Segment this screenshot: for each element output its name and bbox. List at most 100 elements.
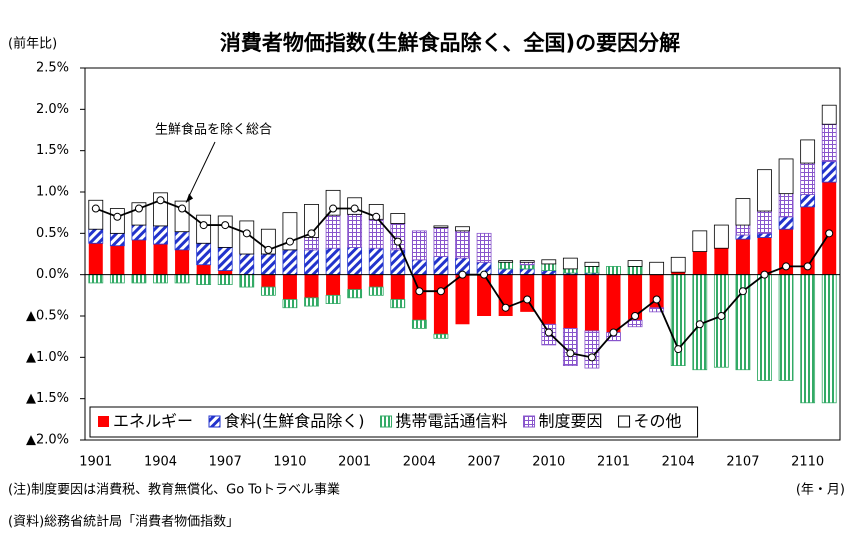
- bar-segment: [153, 274, 168, 284]
- bar-segment: [304, 297, 319, 307]
- line-point: [587, 353, 596, 362]
- bar-segment: [110, 245, 125, 275]
- bar-segment: [260, 286, 276, 296]
- bar-segment: [239, 253, 255, 276]
- line-point: [264, 245, 273, 254]
- bar-segment: [261, 274, 276, 288]
- bar-segment: [713, 274, 729, 368]
- line-point: [717, 312, 726, 320]
- bar-segment: [627, 319, 643, 328]
- bar-segment: [282, 299, 298, 309]
- arrow-head: [186, 193, 194, 203]
- bar-segment: [476, 232, 492, 263]
- x-tick-label: 2104: [662, 455, 695, 470]
- bar-segment: [304, 237, 319, 251]
- line-point: [199, 221, 208, 230]
- bar-segment: [757, 210, 772, 234]
- bar-segment: [800, 162, 816, 195]
- bar-segment: [109, 274, 125, 284]
- line-point: [329, 204, 338, 213]
- bar-segment: [131, 239, 146, 275]
- bar-segment: [627, 265, 643, 276]
- bar-segment: [218, 270, 233, 275]
- line-point: [544, 328, 553, 337]
- line-point: [523, 295, 532, 304]
- line-point: [825, 229, 834, 238]
- bar-segment: [584, 261, 600, 267]
- line-point: [221, 221, 230, 230]
- bar-segment: [821, 123, 837, 162]
- x-tick-label: 1907: [209, 455, 242, 470]
- bar-segment: [519, 268, 535, 276]
- bar-segment: [649, 307, 665, 313]
- legend-label: 食料(生鮮食品除く): [224, 412, 365, 431]
- annotation-arrow: [185, 141, 216, 203]
- bar-segment: [562, 257, 578, 270]
- bar-segment: [735, 234, 751, 240]
- bar-segment: [541, 259, 557, 265]
- line-point: [134, 204, 143, 213]
- line-point: [631, 312, 640, 320]
- bar-segment: [520, 274, 535, 312]
- bar-segment: [757, 169, 772, 212]
- bar-segment: [109, 232, 125, 247]
- note: (資料)総務省統計局「消費者物価指数」: [8, 514, 239, 530]
- line-point: [674, 345, 683, 354]
- bar-segment: [412, 274, 427, 321]
- bar-segment: [153, 244, 168, 275]
- bar-segment: [800, 194, 816, 208]
- bar-segment: [821, 274, 837, 404]
- y-tick-label: ▲1.0%: [26, 350, 69, 365]
- bar-segment: [88, 274, 104, 284]
- line-point: [350, 204, 359, 213]
- line-point: [113, 212, 122, 221]
- legend-label: その他: [634, 412, 682, 431]
- bar-segment: [174, 274, 190, 284]
- legend-swatch: [618, 415, 631, 428]
- bar-segment: [779, 229, 794, 275]
- bar-segment: [260, 253, 276, 276]
- x-tick-label: 2004: [403, 455, 436, 470]
- bar-segment: [498, 268, 514, 276]
- bar-segment: [498, 261, 514, 270]
- line-point: [609, 328, 618, 337]
- legend-label: 制度要因: [539, 412, 603, 431]
- x-tick-label: 2001: [338, 455, 371, 470]
- bar-segment: [433, 333, 449, 339]
- x-tick-label: 1901: [79, 455, 112, 470]
- bar-segment: [433, 225, 449, 228]
- bar-segment: [692, 230, 708, 252]
- bar-segment: [217, 274, 233, 285]
- bar-segment: [239, 274, 255, 288]
- line-annotation: 生鮮食品を除く総合: [155, 122, 272, 138]
- bar-segment: [562, 327, 578, 366]
- bar-segment: [433, 227, 449, 257]
- bar-segment: [519, 264, 535, 270]
- bar-segment: [778, 193, 794, 218]
- bar-segment: [88, 228, 104, 244]
- x-tick-label: 2101: [597, 455, 630, 470]
- bar-segment: [347, 246, 363, 276]
- legend-label: エネルギー: [113, 412, 193, 431]
- line-point: [480, 270, 489, 279]
- y-tick-label: 1.0%: [36, 185, 69, 200]
- line-point: [436, 287, 445, 296]
- line-point: [458, 270, 467, 279]
- bar-segment: [477, 274, 492, 316]
- legend: [89, 406, 699, 438]
- note: (注)制度要因は消費税、教育無償化、Go Toトラベル事業: [8, 482, 340, 498]
- bar-segment: [153, 225, 168, 245]
- x-tick-label: 1910: [273, 455, 306, 470]
- bar-segment: [433, 256, 449, 276]
- bar-segment: [584, 274, 599, 331]
- bar-segment: [326, 274, 341, 296]
- bar-segment: [411, 230, 427, 261]
- bar-segment: [347, 274, 362, 290]
- bar-segment: [670, 256, 686, 273]
- bar-segment: [757, 232, 772, 238]
- bar-segment: [498, 260, 514, 263]
- legend-swatch: [98, 416, 109, 427]
- bar-segment: [778, 158, 794, 195]
- legend-label: 携帯電話通信料: [396, 412, 508, 431]
